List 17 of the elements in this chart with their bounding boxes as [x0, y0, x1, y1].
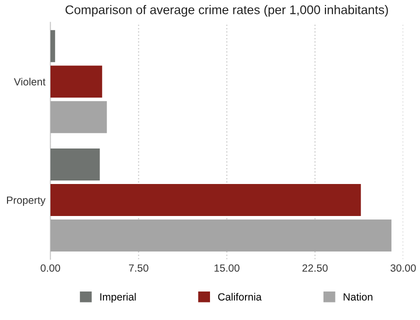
- x-tick-label: 7.50: [129, 264, 148, 272]
- bar: [50, 30, 56, 62]
- x-tick-label: 22.50: [302, 264, 328, 272]
- bar: [50, 220, 392, 252]
- legend-label: California: [218, 292, 262, 301]
- x-tick-label: 15.00: [214, 264, 240, 272]
- chart-title: Comparison of average crime rates (per 1,000 inhabitants): [66, 5, 388, 17]
- y-tick-label: Violent: [14, 78, 46, 86]
- y-tick-label: Property: [7, 196, 46, 206]
- bar: [50, 66, 102, 98]
- legend-label: Nation: [344, 292, 372, 301]
- legend-label: Imperial: [100, 292, 136, 303]
- bar: [50, 148, 100, 180]
- bar: [50, 184, 361, 216]
- bar: [50, 101, 107, 134]
- x-tick-label: 30.00: [390, 264, 416, 272]
- x-tick-label: 0.00: [40, 264, 60, 272]
